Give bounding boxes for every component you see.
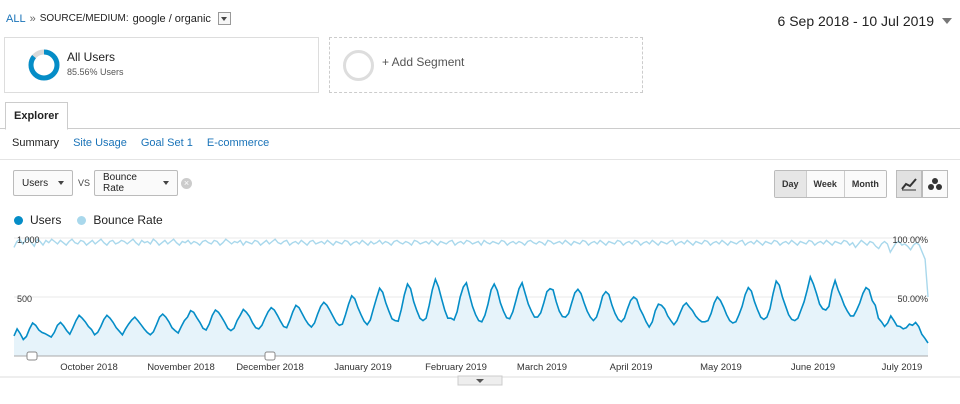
add-segment-label: + Add Segment xyxy=(382,55,465,69)
subtab-goal-set-1[interactable]: Goal Set 1 xyxy=(140,137,193,149)
date-range-label: 6 Sep 2018 - 10 Jul 2019 xyxy=(777,13,934,29)
x-tick-label: June 2019 xyxy=(791,362,835,373)
legend-dot-bounce-rate xyxy=(77,215,87,225)
annotation-marker-icon xyxy=(26,351,38,361)
breadcrumb-dropdown-button[interactable] xyxy=(217,12,231,25)
y-tick-label-right: 100.00% xyxy=(892,235,928,245)
secondary-metric-label: Bounce Rate xyxy=(103,172,137,194)
line-chart-view-button[interactable] xyxy=(896,170,922,198)
x-tick-label: October 2018 xyxy=(60,362,118,373)
line-chart-icon xyxy=(901,178,917,191)
breadcrumb: ALL » SOURCE/MEDIUM: google / organic xyxy=(6,12,231,25)
chevron-down-icon xyxy=(942,18,952,24)
users-area xyxy=(14,276,928,356)
legend-item-users[interactable]: Users xyxy=(14,213,61,227)
legend-label-bounce-rate: Bounce Rate xyxy=(93,213,163,227)
x-tick-label: May 2019 xyxy=(700,362,742,373)
chevron-down-icon xyxy=(58,181,65,185)
subtab-ecommerce[interactable]: E-commerce xyxy=(206,137,270,149)
add-segment-button[interactable]: + Add Segment xyxy=(329,37,643,93)
breadcrumb-separator: » xyxy=(29,12,36,25)
segment-title: All Users xyxy=(67,50,116,64)
breadcrumb-dimension: SOURCE/MEDIUM: xyxy=(39,13,129,24)
vs-label: VS xyxy=(78,178,91,188)
primary-metric-label: Users xyxy=(22,177,49,189)
subtab-bar: Summary Site Usage Goal Set 1 E-commerce xyxy=(12,137,269,149)
granularity-week-button[interactable]: Week xyxy=(806,171,845,197)
legend-dot-users xyxy=(14,215,23,225)
breadcrumb-value: google / organic xyxy=(132,12,211,25)
timeline-chart: 1,000 500 100.00% 50.00% October 2018 Novembe… xyxy=(0,235,960,386)
x-tick-label: February 2019 xyxy=(425,362,487,373)
segment-donut-icon xyxy=(28,49,60,81)
x-tick-label: April 2019 xyxy=(610,362,653,373)
series-line-users xyxy=(13,274,929,344)
chart-legend: Users Bounce Rate xyxy=(14,213,163,227)
granularity-month-button[interactable]: Month xyxy=(844,171,886,197)
secondary-metric-select[interactable]: Bounce Rate xyxy=(94,170,178,196)
annotation-marker-icon xyxy=(264,351,276,361)
series-line-bounce-rate xyxy=(13,236,929,298)
granularity-day-button[interactable]: Day xyxy=(775,171,807,197)
top-bar: ALL » SOURCE/MEDIUM: google / organic 6 … xyxy=(0,0,960,40)
x-tick-label: March 2019 xyxy=(517,362,567,373)
chevron-down-icon xyxy=(163,181,169,185)
x-tick-label: January 2019 xyxy=(334,362,392,373)
tab-explorer[interactable]: Explorer xyxy=(5,102,68,130)
segment-all-users[interactable]: All Users 85.56% Users xyxy=(4,37,319,93)
x-tick-label: July 2019 xyxy=(882,362,923,373)
primary-metric-select[interactable]: Users xyxy=(13,170,73,196)
y-tick-label-right: 50.00% xyxy=(897,294,928,304)
section-divider xyxy=(0,159,960,160)
date-range-selector[interactable]: 6 Sep 2018 - 10 Jul 2019 xyxy=(778,13,952,29)
y-tick-label-left: 1,000 xyxy=(17,235,40,245)
chevron-down-icon xyxy=(476,379,484,383)
y-tick-label-left: 500 xyxy=(17,294,32,304)
x-tick-label: November 2018 xyxy=(147,362,215,373)
granularity-toggle: Day Week Month xyxy=(774,170,887,198)
remove-metric-icon[interactable]: × xyxy=(181,178,192,189)
motion-chart-icon xyxy=(928,178,942,190)
legend-label-users: Users xyxy=(30,213,62,227)
motion-chart-view-button[interactable] xyxy=(922,170,948,198)
tab-bar: Explorer xyxy=(0,102,960,130)
subtab-summary[interactable]: Summary xyxy=(12,137,60,149)
add-segment-circle-icon xyxy=(343,50,374,81)
breadcrumb-all-link[interactable]: ALL xyxy=(6,12,26,25)
legend-item-bounce-rate[interactable]: Bounce Rate xyxy=(77,213,163,227)
segment-subtitle: 85.56% Users xyxy=(67,67,124,77)
x-tick-label: December 2018 xyxy=(236,362,304,373)
subtab-site-usage[interactable]: Site Usage xyxy=(73,137,127,149)
